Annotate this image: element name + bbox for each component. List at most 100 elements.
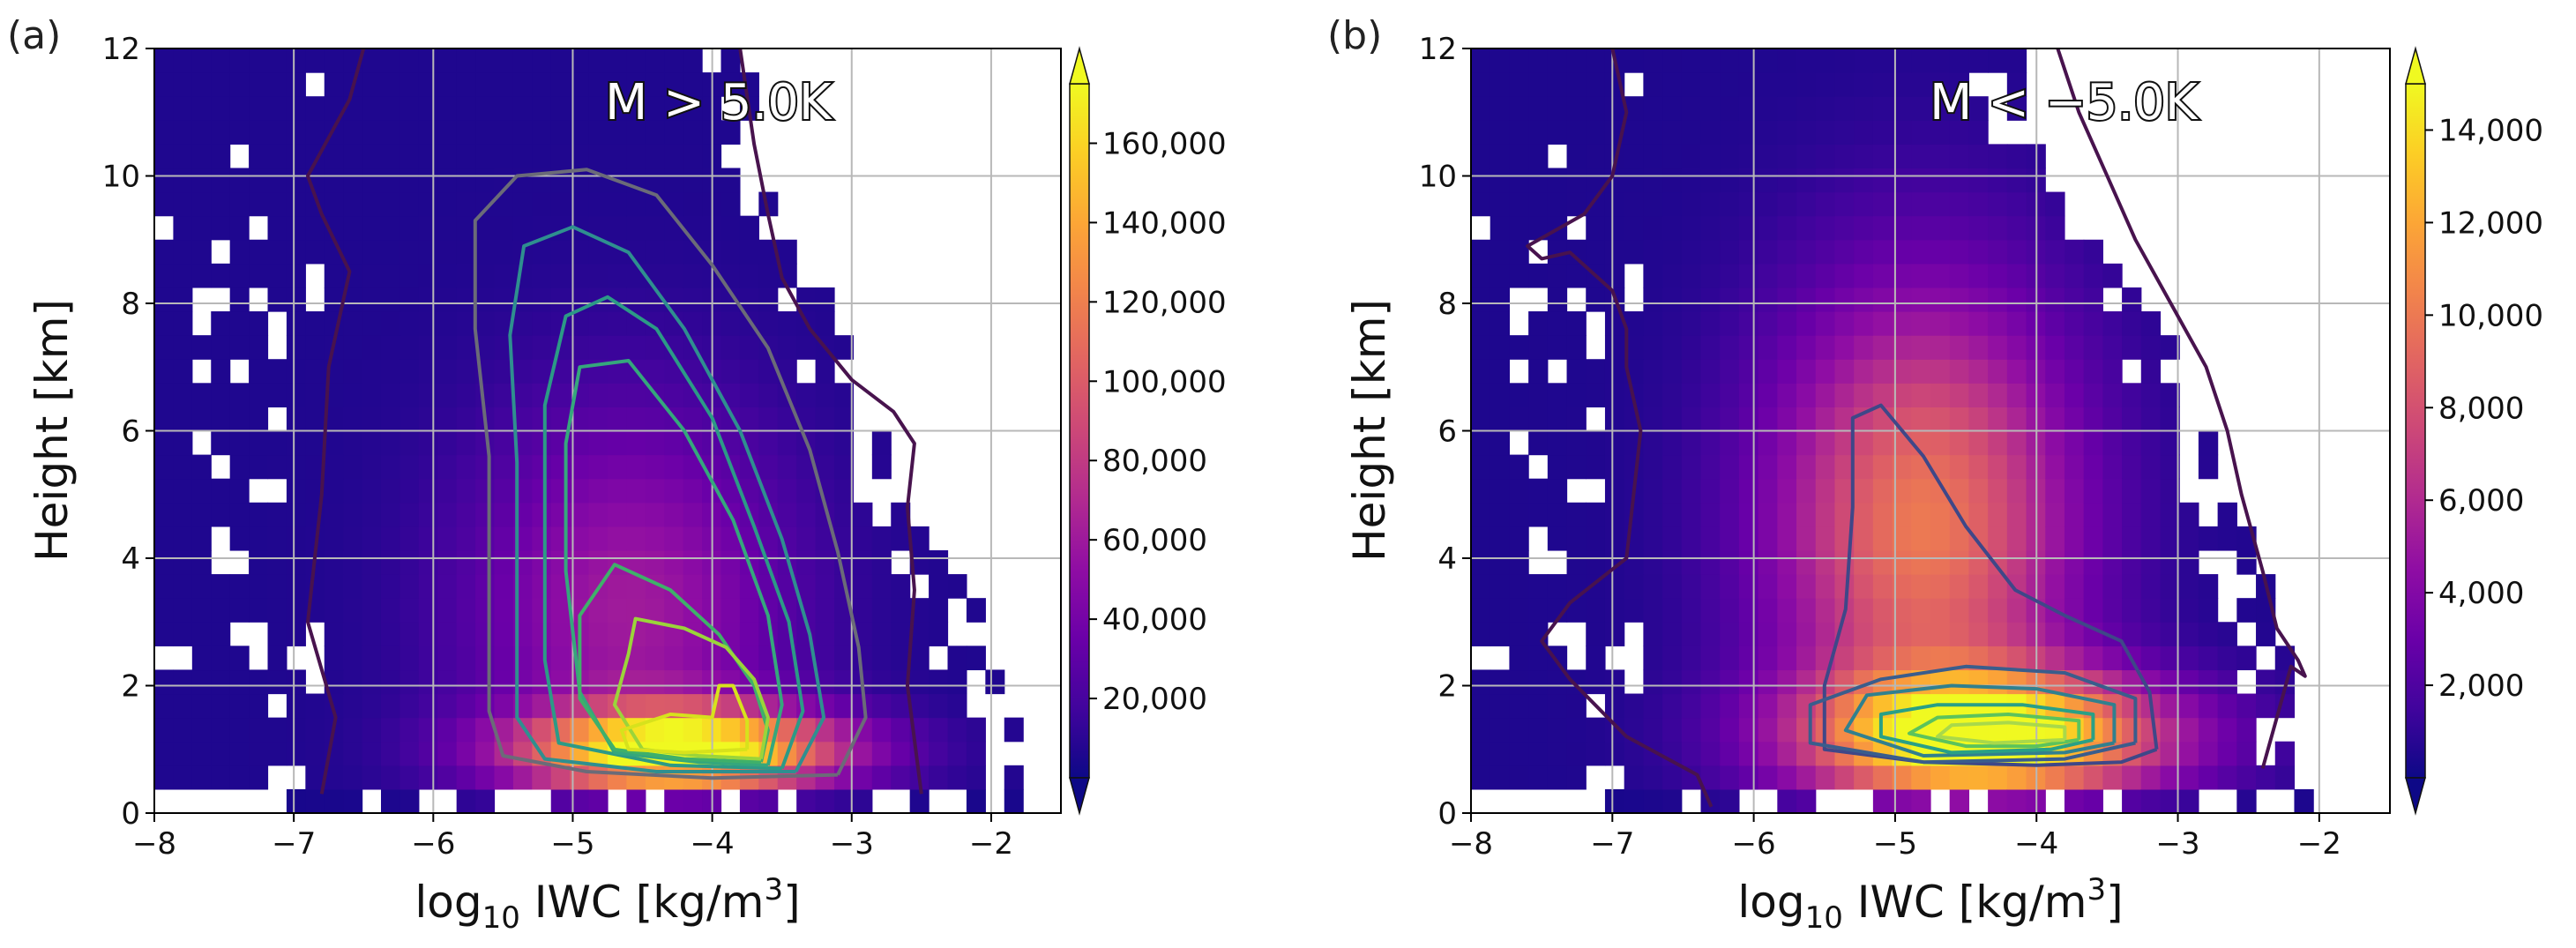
heatmap-cell xyxy=(362,287,382,312)
heatmap-cell xyxy=(2083,788,2103,813)
heatmap-cell xyxy=(1796,96,1817,121)
heatmap-cell xyxy=(286,215,306,241)
heatmap-cell xyxy=(173,407,193,432)
heatmap-cell xyxy=(173,49,193,73)
heatmap-cell xyxy=(211,144,231,169)
heatmap-cell xyxy=(286,263,306,288)
heatmap-cell xyxy=(2006,430,2027,456)
heatmap-cell xyxy=(2045,383,2065,407)
heatmap-cell xyxy=(1930,49,1951,73)
heatmap-cell xyxy=(211,263,231,288)
heatmap-cell xyxy=(1854,502,1874,527)
heatmap-cell xyxy=(2006,478,2027,504)
heatmap-cell xyxy=(512,120,533,145)
heatmap-cell xyxy=(1834,693,1855,719)
heatmap-cell xyxy=(608,407,628,432)
heatmap-cell xyxy=(286,168,306,193)
heatmap-cell xyxy=(154,598,175,623)
heatmap-cell xyxy=(2256,765,2276,790)
heatmap-cell xyxy=(229,168,250,193)
heatmap-cell xyxy=(1490,215,1511,241)
heatmap-cell xyxy=(1949,120,1970,145)
heatmap-cell xyxy=(1777,168,1797,193)
heatmap-cell xyxy=(1681,430,1702,456)
heatmap-cell xyxy=(1604,239,1625,265)
heatmap-cell xyxy=(437,263,458,288)
heatmap-cell xyxy=(2006,239,2027,265)
heatmap-cell xyxy=(154,168,175,193)
heatmap-cell xyxy=(456,717,476,743)
heatmap-cell xyxy=(1892,646,1912,671)
heatmap-cell xyxy=(267,239,287,265)
heatmap-cell xyxy=(570,788,590,813)
heatmap-cell xyxy=(1471,335,1491,360)
heatmap-cell xyxy=(211,646,231,671)
heatmap-cell xyxy=(1662,383,1683,407)
heatmap-cell xyxy=(1662,574,1683,599)
heatmap-cell xyxy=(645,430,665,456)
heatmap-cell xyxy=(1547,478,1568,504)
heatmap-cell xyxy=(2006,765,2027,790)
heatmap-cell xyxy=(1968,191,1989,217)
heatmap-cell xyxy=(1892,49,1912,73)
heatmap-cell xyxy=(608,526,628,551)
heatmap-cell xyxy=(1471,311,1491,336)
heatmap-cell xyxy=(1930,311,1951,336)
heatmap-cell xyxy=(891,574,911,599)
heatmap-cell xyxy=(664,788,684,813)
heatmap-cell xyxy=(608,311,628,336)
heatmap-cell xyxy=(305,215,325,241)
heatmap-cell xyxy=(532,335,552,360)
heatmap-cell xyxy=(343,407,363,432)
heatmap-cell xyxy=(608,335,628,360)
heatmap-cell xyxy=(1796,263,1817,288)
heatmap-cell xyxy=(399,741,420,766)
heatmap-cell xyxy=(211,574,231,599)
heatmap-cell xyxy=(664,669,684,695)
heatmap-cell xyxy=(532,717,552,743)
heatmap-cell xyxy=(154,49,175,73)
contour-line xyxy=(578,563,770,765)
heatmap-cell xyxy=(154,717,175,743)
heatmap-cell xyxy=(1490,263,1511,288)
heatmap-cell xyxy=(1796,311,1817,336)
heatmap-cell xyxy=(418,96,438,121)
heatmap-cell xyxy=(1700,239,1721,265)
heatmap-cell xyxy=(1949,478,1970,504)
heatmap-cell xyxy=(1681,215,1702,241)
heatmap-cell xyxy=(1930,598,1951,623)
heatmap-cell xyxy=(173,669,193,695)
heatmap-cell xyxy=(418,741,438,766)
heatmap-cell xyxy=(1949,311,1970,336)
heatmap-cell xyxy=(1624,215,1644,241)
heatmap-cell xyxy=(2140,335,2162,360)
heatmap-cell xyxy=(1968,311,1989,336)
heatmap-cell xyxy=(456,49,476,73)
heatmap-cell xyxy=(381,359,401,384)
heatmap-cell xyxy=(1547,383,1568,407)
heatmap-cell xyxy=(1643,502,1663,527)
heatmap-cell xyxy=(1681,359,1702,384)
heatmap-cell xyxy=(324,263,344,288)
heatmap-cell xyxy=(1471,72,1491,97)
heatmap-cell xyxy=(456,765,476,790)
heatmap-cell xyxy=(739,646,759,671)
heatmap-cell xyxy=(532,120,552,145)
heatmap-cell xyxy=(2179,669,2199,695)
heatmap-cell xyxy=(1490,335,1511,360)
heatmap-cell xyxy=(249,191,269,217)
heatmap-cell xyxy=(834,430,855,456)
heatmap-cell xyxy=(173,549,193,575)
heatmap-cell xyxy=(1949,239,1970,265)
heatmap-cell xyxy=(1624,765,1644,790)
heatmap-cell xyxy=(1586,430,1606,456)
heatmap-cell xyxy=(2006,407,2027,432)
heatmap-cell xyxy=(399,669,420,695)
heatmap-cell xyxy=(1509,407,1529,432)
heatmap-cell xyxy=(1872,430,1893,456)
heatmap-cell xyxy=(683,669,703,695)
heatmap-cell xyxy=(966,646,986,671)
heatmap-cell xyxy=(1700,430,1721,456)
heatmap-cell xyxy=(1528,311,1549,336)
heatmap-cell xyxy=(796,383,817,407)
